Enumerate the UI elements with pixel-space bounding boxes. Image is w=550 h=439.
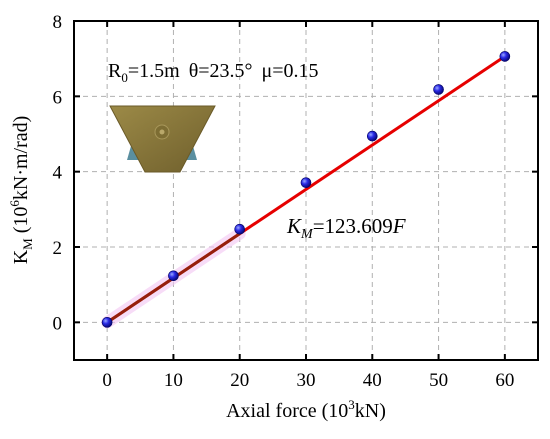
- y-tick-label: 8: [53, 12, 63, 33]
- y-tick-label: 4: [53, 163, 63, 184]
- structure-inset-image: [109, 105, 216, 173]
- axis-ticks: 0 10 20 30 40 50 60 0 2 4 6 8: [53, 12, 538, 391]
- gridlines: [74, 20, 538, 360]
- data-point: [366, 130, 378, 142]
- x-tick-label: 10: [164, 370, 183, 391]
- y-tick-label: 2: [53, 238, 63, 259]
- x-tick-label: 60: [495, 370, 514, 391]
- y-tick-label: 6: [53, 87, 63, 108]
- fit-equation: KM=123.609F: [286, 214, 406, 242]
- plot-frame: [73, 20, 539, 361]
- x-tick-label: 20: [230, 370, 249, 391]
- data-point: [499, 51, 511, 62]
- y-axis-label: KM (106kN·m/rad): [7, 116, 35, 265]
- data-point: [433, 84, 444, 95]
- x-tick-label: 0: [102, 370, 112, 391]
- x-axis-label: Axial force (103kN): [226, 397, 386, 422]
- x-tick-label: 40: [363, 370, 382, 391]
- x-tick-label: 30: [297, 370, 316, 391]
- x-tick-label: 50: [429, 370, 448, 391]
- plot-area: [101, 51, 511, 329]
- data-point: [101, 317, 113, 328]
- data-point: [300, 177, 312, 188]
- data-point: [234, 223, 246, 235]
- params-annotation: R0=1.5m θ=23.5° μ=0.15: [108, 60, 319, 85]
- data-point: [168, 270, 179, 282]
- y-tick-label: 0: [53, 313, 63, 334]
